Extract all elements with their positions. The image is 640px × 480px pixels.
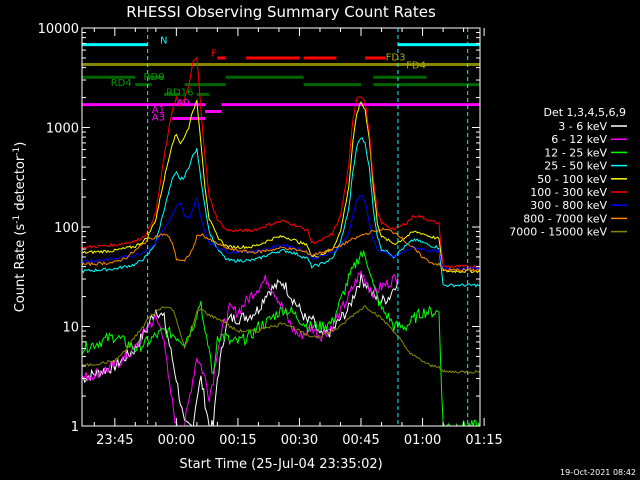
annotation-3: FD4	[406, 61, 426, 72]
series-line-2	[82, 249, 480, 426]
legend-label-6: 300 - 800 keV	[530, 199, 607, 212]
annotation-7: A0	[176, 98, 189, 109]
series-line-4	[82, 98, 480, 274]
legend-label-8: 7000 - 15000 keV	[509, 226, 607, 239]
annotation-4: RD0	[144, 72, 165, 83]
annotation-5: RD4	[111, 78, 132, 89]
legend-label-2: 12 - 25 keV	[544, 146, 607, 159]
y-tick-label-4: 10000	[38, 22, 79, 37]
legend-label-1: 6 - 12 keV	[551, 133, 607, 146]
x-tick-label-3: 00:30	[281, 433, 318, 448]
series-line-5	[82, 56, 480, 269]
chart-title: RHESSI Observing Summary Count Rates	[126, 3, 436, 21]
legend-title: Det 1,3,4,5,6,9	[543, 106, 626, 119]
x-axis-label: Start Time (25-Jul-04 23:35:02)	[179, 457, 382, 472]
axis-ticks: 1 10 100 1000 10000 23:45 00:00 00:15 00:30 00:45…	[38, 22, 503, 448]
x-tick-label-4: 00:45	[342, 433, 379, 448]
timestamp: 19-Oct-2021 08:42	[560, 468, 636, 477]
x-tick-label-1: 00:00	[158, 433, 195, 448]
x-tick-label-6: 01:15	[465, 433, 502, 448]
y-tick-label-0: 1	[71, 420, 79, 435]
annotation-6: RD16	[166, 87, 193, 98]
y-tick-label-1: 10	[62, 321, 79, 336]
legend-label-3: 25 - 50 keV	[544, 160, 607, 173]
series-line-1	[82, 270, 399, 426]
flag-bars	[82, 43, 480, 121]
y-tick-label-2: 100	[54, 221, 79, 236]
legend-label-5: 100 - 300 keV	[530, 186, 607, 199]
series-line-8	[82, 305, 480, 374]
x-tick-label-0: 23:45	[96, 433, 133, 448]
annotation-1: F	[211, 48, 217, 59]
annotation-9: A3	[152, 112, 165, 123]
series-group	[82, 56, 480, 426]
x-tick-label-5: 01:00	[404, 433, 441, 448]
annotation-2: FD3	[386, 53, 406, 64]
legend-label-0: 3 - 6 keV	[558, 120, 607, 133]
y-axis-label: Count Rate (s-1 detector-1)	[12, 142, 28, 313]
legend-label-7: 800 - 7000 keV	[523, 212, 607, 225]
series-line-3	[82, 137, 480, 288]
vertical-lines	[147, 28, 469, 426]
annotation-0: N	[160, 35, 167, 46]
annotation-8: A1	[152, 105, 165, 116]
y-tick-label-3: 1000	[46, 122, 79, 137]
legend-label-4: 50 - 100 keV	[537, 173, 607, 186]
series-line-7	[82, 227, 480, 272]
x-tick-label-2: 00:15	[219, 433, 256, 448]
